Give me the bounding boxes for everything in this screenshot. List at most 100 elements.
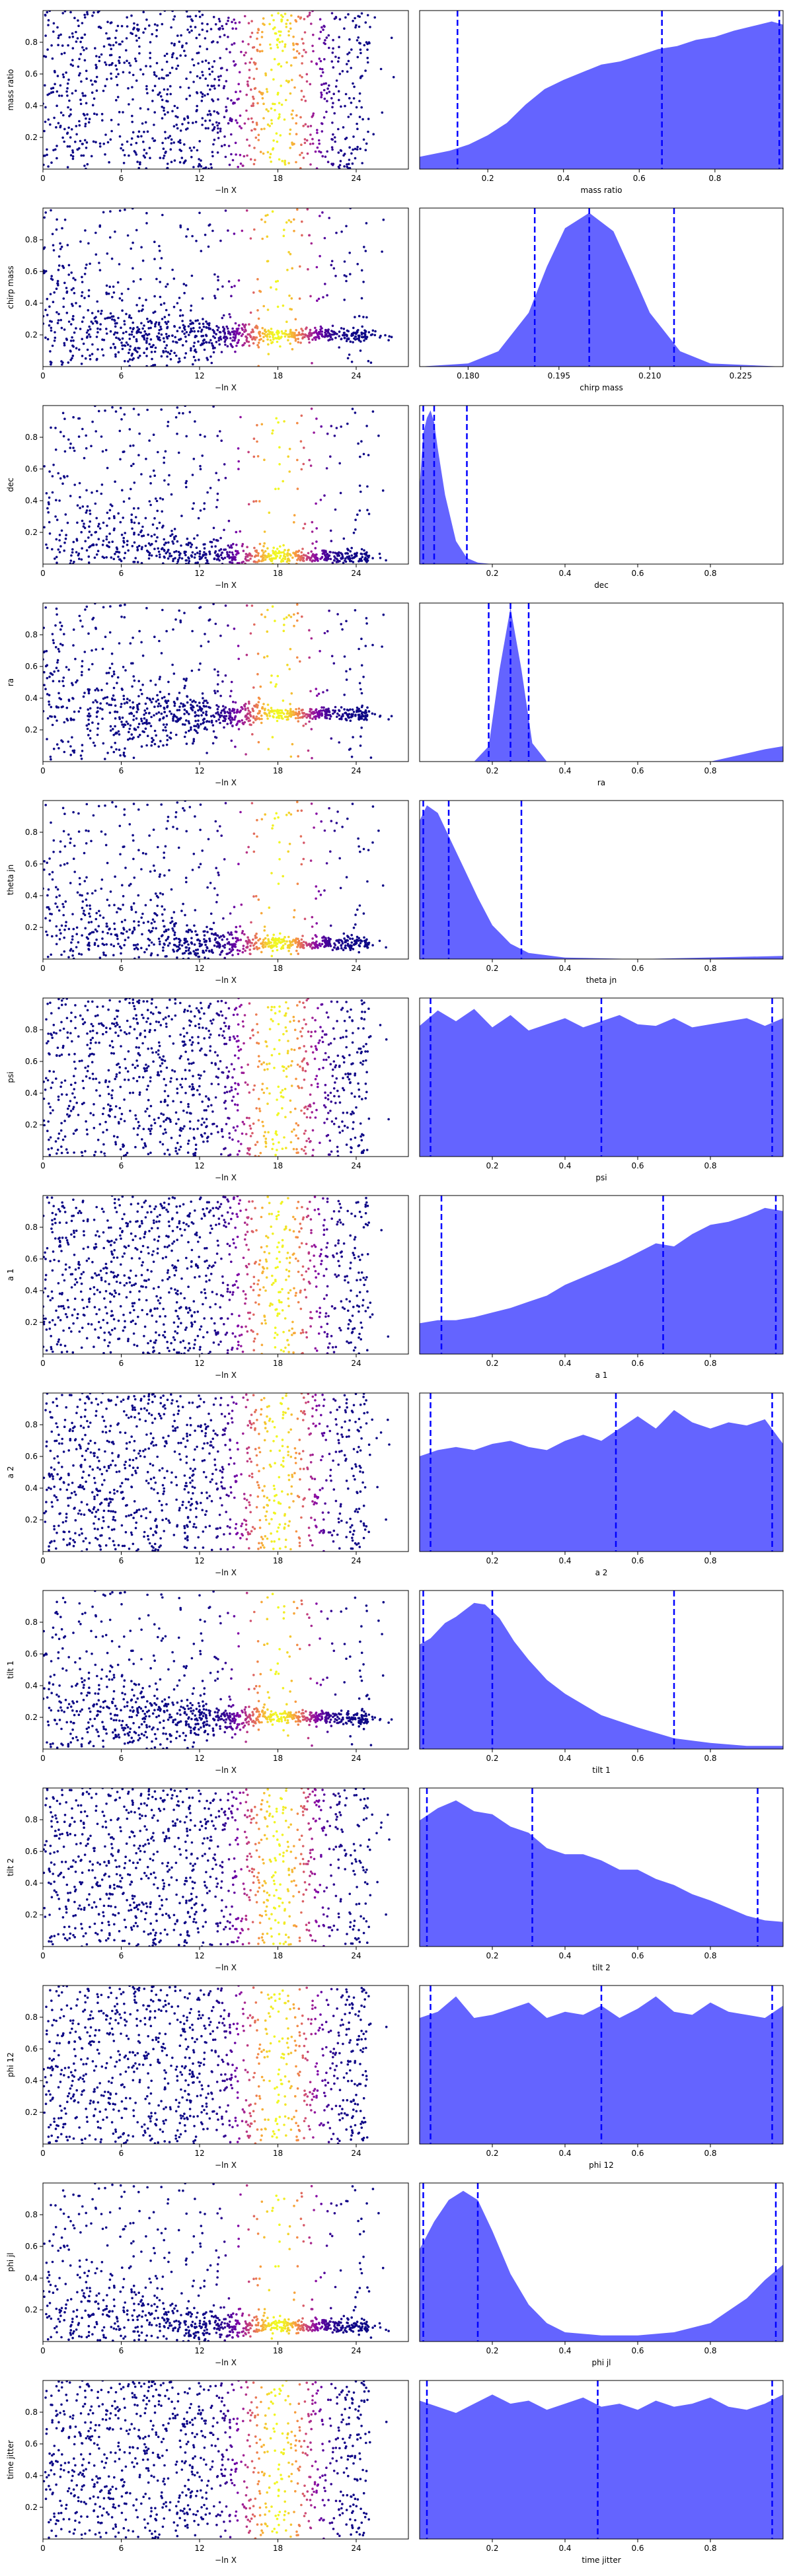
scatter-xlabel: −ln X xyxy=(215,2556,237,2565)
scatter-ylabel: tilt 1 xyxy=(6,1661,15,1679)
x-tick-label: 12 xyxy=(194,174,204,183)
density-area xyxy=(420,1207,783,1354)
x-tick-label: 0.4 xyxy=(558,1951,571,1960)
x-tick-label: 0.6 xyxy=(631,2149,644,2158)
density-xlabel: time jitter xyxy=(582,2556,621,2565)
density-panel: 0.2 0.4 0.6 0.8 tilt 2 xyxy=(419,1787,784,1972)
scatter-panel: 0 6 12 18 24 −ln X 0.2 0.4 0.6 0.8 mass ratio xyxy=(6,10,409,195)
y-tick-label: 0.2 xyxy=(25,2503,38,2512)
y-tick-label: 0.6 xyxy=(25,1649,38,1659)
scatter-xlabel: −ln X xyxy=(215,1173,237,1182)
scatter-panel: 0 6 12 18 24 −ln X 0.2 0.4 0.6 0.8 psi xyxy=(6,997,409,1182)
y-tick-label: 0.2 xyxy=(25,1713,38,1722)
scatter-points xyxy=(43,1986,388,2144)
density-xlabel: dec xyxy=(594,581,609,590)
y-tick-label: 0.8 xyxy=(25,2408,38,2417)
density-frame xyxy=(419,1590,784,1750)
y-tick-label: 0.4 xyxy=(25,299,38,308)
x-tick-label: 0.2 xyxy=(486,766,498,775)
density-frame xyxy=(419,602,784,762)
x-tick-label: 12 xyxy=(194,1161,204,1170)
x-tick-label: 24 xyxy=(351,2149,361,2158)
y-tick-label: 0.4 xyxy=(25,2471,38,2480)
row-tilt-2: 0 6 12 18 24 −ln X 0.2 0.4 0.6 0.8 tilt 2 0.2 0.4 0.6… xyxy=(6,1787,784,1972)
x-tick-label: 0.2 xyxy=(486,2346,498,2355)
scatter-xlabel: −ln X xyxy=(215,383,237,392)
x-tick-label: 0.4 xyxy=(558,964,571,973)
y-tick-label: 0.8 xyxy=(25,1223,38,1232)
x-tick-label: 18 xyxy=(273,1951,283,1960)
density-xlabel: psi xyxy=(595,1173,607,1182)
row-a-2: 0 6 12 18 24 −ln X 0.2 0.4 0.6 0.8 a 2 0.2 0.4 0.6 0.8… xyxy=(6,1392,784,1577)
x-tick-label: 0 xyxy=(40,1951,46,1960)
x-tick-label: 0 xyxy=(40,1556,46,1565)
x-tick-label: 0.4 xyxy=(558,1754,571,1763)
x-tick-label: 0.8 xyxy=(704,766,716,775)
density-xlabel: mass ratio xyxy=(580,186,622,195)
density-xlabel: tilt 1 xyxy=(592,1766,611,1775)
x-tick-label: 18 xyxy=(273,371,283,380)
x-tick-label: 6 xyxy=(119,1754,124,1763)
x-tick-label: 0.8 xyxy=(704,964,716,973)
y-tick-label: 0.8 xyxy=(25,1618,38,1627)
x-tick-label: 0.8 xyxy=(704,1359,716,1368)
x-tick-label: 0.4 xyxy=(558,2149,571,2158)
x-tick-label: 0.210 xyxy=(638,371,661,380)
x-tick-label: 0.8 xyxy=(704,2346,716,2355)
scatter-panel: 0 6 12 18 24 −ln X 0.2 0.4 0.6 0.8 theta jn xyxy=(6,800,409,985)
scatter-points xyxy=(43,801,387,959)
y-tick-label: 0.6 xyxy=(25,464,38,474)
x-tick-label: 0.8 xyxy=(704,1161,716,1170)
x-tick-label: 0.6 xyxy=(631,1754,644,1763)
row-a-1: 0 6 12 18 24 −ln X 0.2 0.4 0.6 0.8 a 1 0.2 0.4 0.6 0.8… xyxy=(6,1195,784,1380)
y-tick-label: 0.8 xyxy=(25,235,38,244)
density-frame xyxy=(419,10,784,170)
y-tick-label: 0.8 xyxy=(25,38,38,47)
x-tick-label: 0.8 xyxy=(704,2544,716,2553)
y-tick-label: 0.4 xyxy=(25,1286,38,1295)
y-tick-label: 0.6 xyxy=(25,2439,38,2449)
x-tick-label: 24 xyxy=(351,2544,361,2553)
scatter-ylabel: a 1 xyxy=(6,1269,15,1281)
row-psi: 0 6 12 18 24 −ln X 0.2 0.4 0.6 0.8 psi 0.2 0.4 0.6 0.8… xyxy=(6,997,784,1182)
y-tick-label: 0.2 xyxy=(25,528,38,537)
scatter-points xyxy=(43,1196,390,1354)
x-tick-label: 0.2 xyxy=(486,1951,498,1960)
x-tick-label: 18 xyxy=(273,2544,283,2553)
x-tick-label: 18 xyxy=(273,964,283,973)
density-xlabel: a 1 xyxy=(595,1371,608,1380)
y-tick-label: 0.6 xyxy=(25,1057,38,1066)
x-tick-label: 0 xyxy=(40,2149,46,2158)
x-tick-label: 24 xyxy=(351,1161,361,1170)
x-tick-label: 18 xyxy=(273,1359,283,1368)
y-tick-label: 0.2 xyxy=(25,1515,38,1524)
y-tick-label: 0.4 xyxy=(25,891,38,900)
x-tick-label: 12 xyxy=(194,766,204,775)
x-tick-label: 0 xyxy=(40,964,46,973)
density-xlabel: ra xyxy=(597,778,605,787)
x-tick-label: 0.2 xyxy=(486,1754,498,1763)
scatter-points xyxy=(43,11,395,169)
x-tick-label: 0.2 xyxy=(486,2149,498,2158)
scatter-ylabel: psi xyxy=(6,1071,15,1083)
x-tick-label: 6 xyxy=(119,1556,124,1565)
y-tick-label: 0.4 xyxy=(25,694,38,703)
x-tick-label: 24 xyxy=(351,1359,361,1368)
x-tick-label: 6 xyxy=(119,371,124,380)
y-tick-label: 0.6 xyxy=(25,69,38,79)
x-tick-label: 0.4 xyxy=(558,766,571,775)
y-tick-label: 0.2 xyxy=(25,1910,38,1919)
density-frame xyxy=(419,1787,784,1947)
y-tick-label: 0.6 xyxy=(25,2044,38,2054)
scatter-frame xyxy=(42,1590,409,1750)
scatter-frame xyxy=(42,1787,409,1947)
y-tick-label: 0.8 xyxy=(25,1025,38,1034)
scatter-ylabel: ra xyxy=(6,678,15,686)
density-frame xyxy=(419,800,784,960)
row-phi-12: 0 6 12 18 24 −ln X 0.2 0.4 0.6 0.8 phi 12 0.2 0.4 0.6… xyxy=(6,1985,784,2170)
y-tick-label: 0.2 xyxy=(25,133,38,142)
x-tick-label: 0 xyxy=(40,766,46,775)
density-xlabel: tilt 2 xyxy=(592,1963,611,1972)
x-tick-label: 24 xyxy=(351,1754,361,1763)
density-panel: 0.2 0.4 0.6 0.8 psi xyxy=(419,997,784,1182)
